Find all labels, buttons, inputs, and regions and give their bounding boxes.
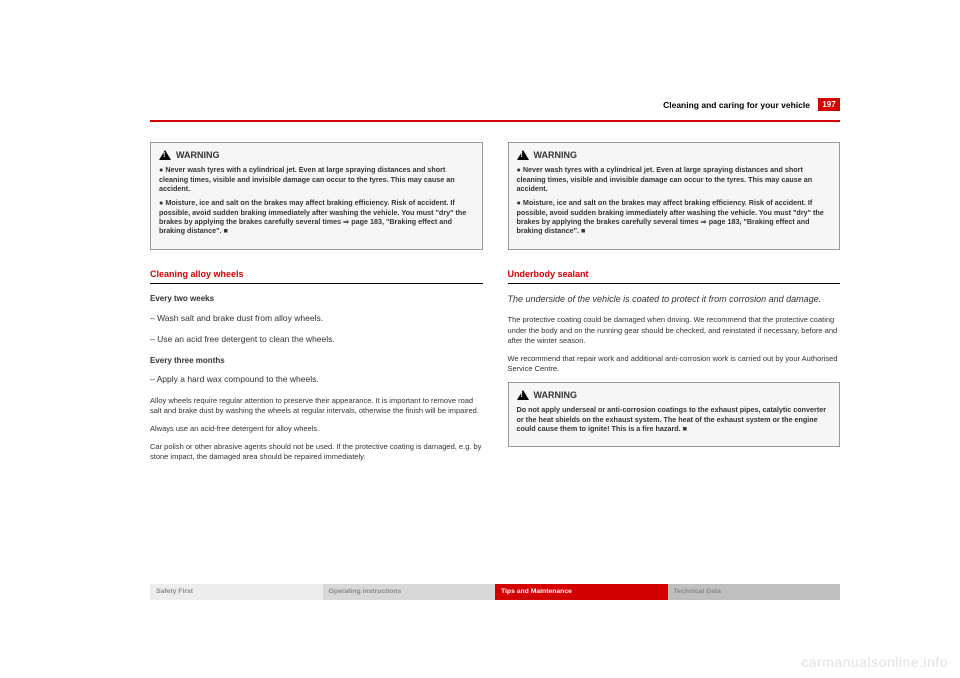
- sub-rule: [508, 283, 841, 284]
- step: – Wash salt and brake dust from alloy wh…: [150, 313, 483, 324]
- warning-text: ● Moisture, ice and salt on the brakes m…: [159, 198, 474, 235]
- body-text: Car polish or other abrasive agents shou…: [150, 442, 483, 462]
- tab-operating[interactable]: Operating instructions: [323, 584, 496, 600]
- warning-box-left: WARNING ● Never wash tyres with a cylind…: [150, 142, 483, 250]
- warning-box-right: WARNING ● Never wash tyres with a cylind…: [508, 142, 841, 250]
- tab-safety[interactable]: Safety First: [150, 584, 323, 600]
- right-column: WARNING ● Never wash tyres with a cylind…: [508, 142, 841, 470]
- header-rule: [150, 120, 840, 122]
- warning-label: WARNING: [534, 149, 578, 161]
- body-text: We recommend that repair work and additi…: [508, 354, 841, 374]
- warning-label: WARNING: [534, 389, 578, 401]
- warning-box-right-2: WARNING Do not apply underseal or anti-c…: [508, 382, 841, 447]
- step: – Apply a hard wax compound to the wheel…: [150, 374, 483, 385]
- subhead-alloy: Cleaning alloy wheels: [150, 268, 483, 280]
- warning-head: WARNING: [517, 149, 832, 161]
- warning-head: WARNING: [159, 149, 474, 161]
- page-number: 197: [818, 98, 840, 111]
- body-text: Always use an acid-free detergent for al…: [150, 424, 483, 434]
- warning-icon: [517, 150, 529, 160]
- every-three-months: Every three months: [150, 356, 483, 367]
- watermark: carmanualsonline.info: [801, 654, 948, 670]
- subhead-underbody: Underbody sealant: [508, 268, 841, 280]
- body-text: Alloy wheels require regular attention t…: [150, 396, 483, 416]
- page-content: Cleaning and caring for your vehicle 197…: [150, 100, 840, 580]
- warning-text: ● Never wash tyres with a cylindrical je…: [159, 165, 474, 193]
- warning-text: ● Never wash tyres with a cylindrical je…: [517, 165, 832, 193]
- warning-text: Do not apply underseal or anti-corrosion…: [517, 405, 832, 433]
- content-columns: WARNING ● Never wash tyres with a cylind…: [150, 142, 840, 470]
- warning-text: ● Moisture, ice and salt on the brakes m…: [517, 198, 832, 235]
- warning-icon: [517, 390, 529, 400]
- section-title: Cleaning and caring for your vehicle: [663, 100, 810, 110]
- sub-rule: [150, 283, 483, 284]
- warning-icon: [159, 150, 171, 160]
- warning-label: WARNING: [176, 149, 220, 161]
- page-header: Cleaning and caring for your vehicle 197: [150, 100, 840, 118]
- tab-technical[interactable]: Technical Data: [668, 584, 841, 600]
- every-two-weeks: Every two weeks: [150, 294, 483, 305]
- lead-text: The underside of the vehicle is coated t…: [508, 294, 841, 306]
- step: – Use an acid free detergent to clean th…: [150, 334, 483, 345]
- body-text: The protective coating could be damaged …: [508, 315, 841, 345]
- footer-tabs: Safety First Operating instructions Tips…: [150, 584, 840, 600]
- warning-head: WARNING: [517, 389, 832, 401]
- tab-tips[interactable]: Tips and Maintenance: [495, 584, 668, 600]
- left-column: WARNING ● Never wash tyres with a cylind…: [150, 142, 483, 470]
